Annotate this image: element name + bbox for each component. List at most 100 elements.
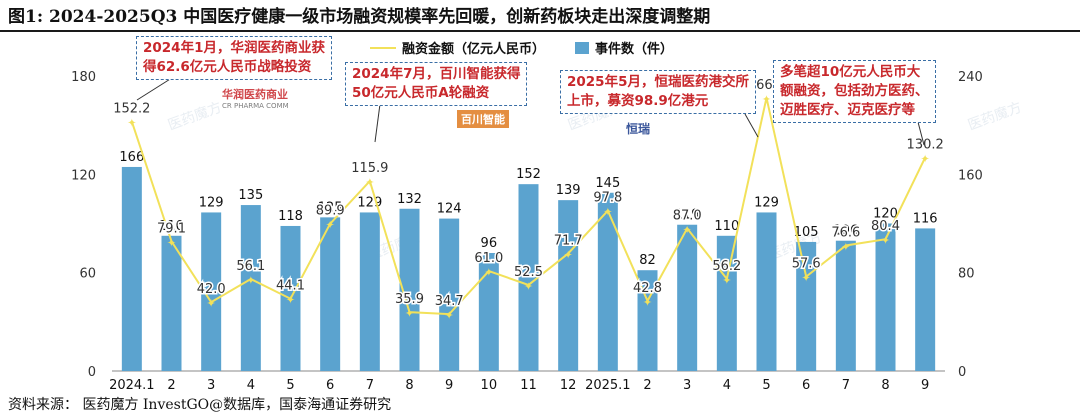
line-value-label: 79.1: [157, 221, 186, 236]
x-tick-label: 2: [167, 378, 175, 393]
line-value-label: 52.5: [514, 265, 543, 280]
bar-events: [478, 253, 499, 371]
legend-bar-swatch: [575, 41, 590, 54]
logo-baichuan: 百川智能: [457, 110, 509, 128]
legend-label-funding: 融资金额（亿元人民币）: [402, 42, 546, 57]
bar-value-label: 152: [516, 167, 541, 182]
line-value-label: 152.2: [113, 102, 150, 117]
bar-value-label: 82: [639, 253, 656, 268]
line-point-marker: ✦: [286, 294, 295, 307]
line-point-marker: ✦: [445, 309, 454, 322]
annotation-hengrui: 2025年5月，恒瑞医药港交所 上市，募资98.9亿港元: [560, 70, 756, 114]
bar-value-label: 124: [437, 202, 462, 217]
watermark-text: 医药魔方: [966, 100, 1024, 134]
bar-value-label: 119: [675, 208, 700, 223]
bar-value-label: 129: [754, 195, 779, 210]
bar-events: [121, 166, 142, 371]
bar-value-label: 96: [481, 236, 498, 251]
x-tick-label: 6: [802, 378, 810, 393]
line-value-label: 97.8: [593, 191, 622, 206]
bar-value-label: 105: [794, 225, 819, 240]
line-value-label: 42.0: [197, 282, 226, 297]
figure-title: 图1: 2024-2025Q3 中国医疗健康一级市场融资规模率先回暖，创新药板块…: [8, 7, 711, 27]
annotation-leader-line: [917, 121, 925, 146]
bar-events: [597, 192, 618, 371]
y-right-tick-label: 80: [958, 267, 975, 282]
bar-value-label: 129: [199, 195, 224, 210]
chart-legend: 融资金额（亿元人民币） 事件数（件）: [370, 38, 703, 57]
logo-cr-pharma: 华润医药商业 CR PHARMA COMM: [222, 86, 289, 110]
x-tick-label: 3: [207, 378, 215, 393]
bar-events: [637, 270, 658, 371]
line-point-marker: ✦: [921, 153, 930, 166]
figure-source: 资料来源： 医药魔方 InvestGO@数据库，国泰海通证券研究: [8, 397, 392, 413]
annotation-leader-line: [136, 75, 176, 101]
logo-cr-pharma-text: 华润医药商业: [222, 88, 288, 101]
line-value-label: 42.8: [633, 281, 662, 296]
line-value-label: 35.9: [395, 292, 424, 307]
line-value-label: 44.1: [276, 279, 305, 294]
x-tick-label: 8: [405, 378, 413, 393]
line-point-marker: ✦: [722, 274, 731, 287]
x-tick-label: 5: [286, 378, 294, 393]
y-right-tick-label: 0: [958, 365, 966, 380]
bar-value-label: 139: [556, 183, 581, 198]
x-tick-label: 4: [723, 378, 731, 393]
line-value-label: 130.2: [907, 138, 944, 153]
annotation-baichuan: 2024年7月，百川智能获得 50亿元人民币A轮融资: [345, 62, 528, 106]
annotation-leader-line: [744, 113, 759, 138]
bar-events: [439, 218, 460, 371]
line-value-label: 56.1: [236, 259, 265, 274]
bar-value-label: 118: [278, 209, 303, 224]
line-value-label: 87.0: [673, 208, 702, 223]
bar-events: [796, 241, 817, 371]
bar-events: [201, 212, 222, 371]
title-rule: [0, 30, 1080, 32]
logo-hengrui-text: 恒瑞: [626, 122, 651, 136]
line-point-marker: ✦: [762, 93, 771, 106]
bar-value-label: 132: [397, 192, 422, 207]
line-point-marker: ✦: [365, 176, 374, 189]
bar-events: [756, 212, 777, 371]
line-point-marker: ✦: [881, 234, 890, 247]
line-point-marker: ✦: [127, 117, 136, 130]
legend-label-events: 事件数（件）: [595, 42, 674, 57]
y-right-tick-label: 240: [958, 70, 983, 85]
bar-value-label: 106: [833, 224, 858, 239]
bar-events: [518, 184, 539, 371]
line-value-label: 76.6: [831, 225, 860, 240]
line-point-marker: ✦: [643, 296, 652, 309]
bar-events: [716, 235, 737, 371]
bar-value-label: 116: [913, 211, 938, 226]
x-tick-label: 11: [520, 378, 537, 393]
bar-events: [240, 205, 261, 371]
line-point-marker: ✦: [167, 236, 176, 249]
x-tick-label: 5: [762, 378, 770, 393]
x-tick-label: 6: [326, 378, 334, 393]
x-tick-label: 2025.1: [585, 378, 631, 393]
bar-events: [161, 235, 182, 371]
bar-events: [359, 212, 380, 371]
bar-events: [558, 200, 579, 371]
x-tick-label: 2: [643, 378, 651, 393]
line-point-marker: ✦: [841, 240, 850, 253]
logo-baichuan-text: 百川智能: [461, 113, 505, 126]
bar-events: [320, 217, 341, 371]
x-tick-label: 9: [445, 378, 453, 393]
y-left-tick-label: 120: [71, 168, 96, 183]
legend-item-funding: 融资金额（亿元人民币）: [370, 38, 545, 57]
y-left-tick-label: 60: [79, 267, 96, 282]
logo-cr-pharma-sub: CR PHARMA COMM: [222, 102, 289, 110]
line-point-marker: ✦: [246, 274, 255, 287]
line-funding: [130, 97, 927, 316]
x-tick-label: 8: [881, 378, 889, 393]
line-point-marker: ✦: [484, 266, 493, 279]
x-tick-label: 9: [921, 378, 929, 393]
line-point-marker: ✦: [207, 297, 216, 310]
annotation-large-deals: 多笔超10亿元人民币大 额融资，包括劲方医药、 迈胜医疗、迈克医疗等: [773, 60, 936, 123]
bar-value-label: 120: [873, 207, 898, 222]
bar-value-label: 145: [595, 176, 620, 191]
line-value-label: 115.9: [351, 161, 388, 176]
x-tick-label: 4: [247, 378, 255, 393]
